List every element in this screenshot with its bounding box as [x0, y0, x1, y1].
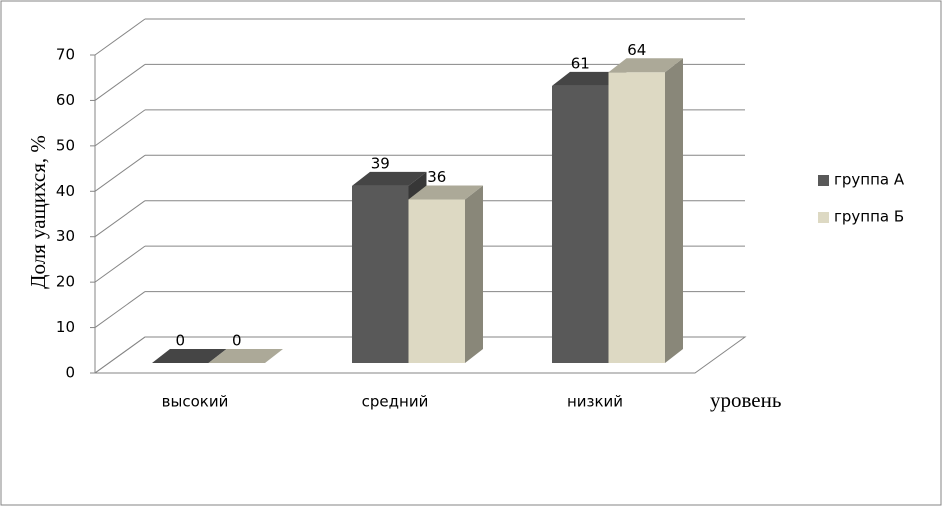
data-label: 64 — [627, 41, 646, 59]
legend-swatch — [818, 212, 829, 223]
grid-line — [94, 109, 146, 147]
bar-side — [465, 185, 483, 363]
grid-line — [94, 245, 146, 283]
bar-top — [208, 349, 283, 363]
legend-swatch — [818, 175, 829, 186]
bar-top — [152, 349, 227, 363]
grid-line — [94, 291, 146, 328]
bar — [552, 85, 609, 363]
legend-label: группа Б — [834, 208, 904, 226]
data-label: 0 — [232, 332, 242, 350]
y-tick-label: 30 — [56, 227, 75, 245]
bar-top — [552, 71, 627, 86]
x-tick-label: средний — [362, 393, 429, 411]
legend-label: группа А — [834, 171, 905, 189]
y-axis-label: Доля уащихся, % — [26, 135, 50, 289]
y-tick-label: 10 — [56, 318, 75, 336]
y-tick-label: 60 — [56, 91, 75, 109]
grid-line — [94, 64, 146, 101]
y-tick-label: 40 — [56, 182, 75, 200]
x-tick-label: низкий — [567, 393, 623, 411]
bar — [608, 72, 665, 363]
grid-line — [94, 200, 146, 238]
x-axis-label: уровень — [710, 388, 781, 412]
data-label: 61 — [571, 54, 590, 72]
grid-line — [94, 336, 146, 374]
grid-line — [94, 154, 146, 192]
bar — [408, 199, 465, 363]
bar-top — [608, 58, 683, 73]
bar — [352, 185, 409, 363]
y-tick-label: 50 — [56, 136, 75, 154]
bar-side — [665, 58, 683, 363]
x-tick-label: высокий — [162, 393, 229, 411]
y-tick-label: 0 — [65, 364, 75, 382]
grid-line — [94, 18, 146, 56]
bar-top — [408, 185, 483, 200]
data-label: 36 — [427, 168, 446, 186]
y-tick-label: 20 — [56, 273, 75, 291]
y-tick-label: 70 — [56, 46, 75, 64]
data-label: 0 — [175, 332, 185, 350]
bar-top — [352, 171, 427, 186]
data-label: 39 — [371, 154, 390, 172]
